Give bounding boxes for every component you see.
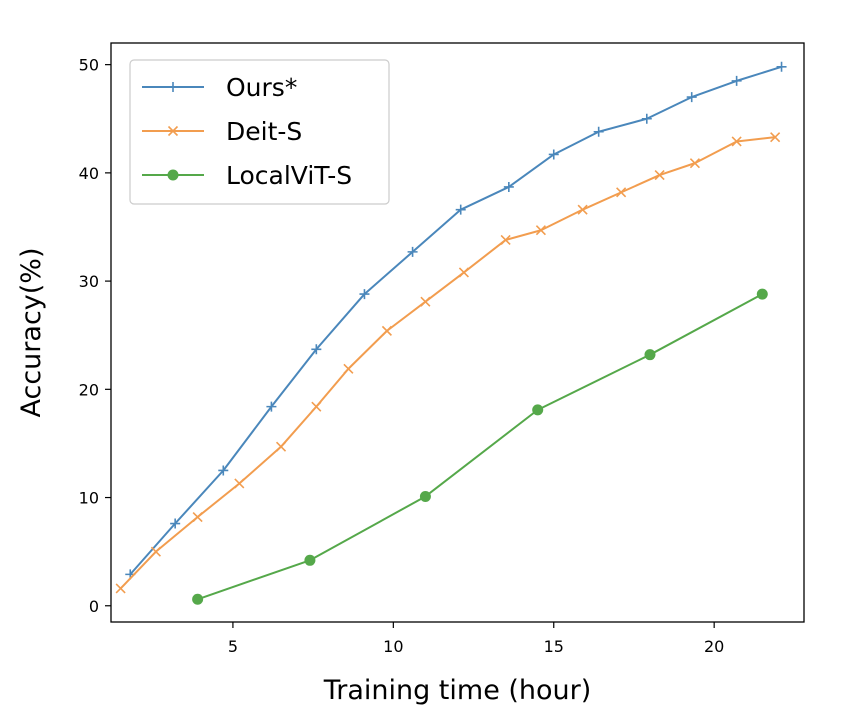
- data-point: [343, 363, 354, 374]
- y-tick-label: 0: [89, 597, 99, 616]
- data-point: [644, 349, 656, 361]
- y-tick-label: 50: [79, 56, 99, 75]
- data-point: [115, 583, 126, 594]
- y-axis: 0 10 20 30 40 50: [79, 56, 111, 616]
- data-point: [455, 204, 466, 215]
- data-point: [686, 92, 697, 103]
- data-point: [654, 169, 665, 181]
- data-point: [756, 288, 768, 300]
- series-line: [197, 293, 763, 601]
- legend: Ours* Deit-S LocalViT-S: [129, 59, 390, 205]
- legend-marker: [167, 125, 179, 137]
- series-1: [115, 132, 781, 594]
- legend-entry: Ours*: [142, 73, 297, 102]
- data-point: [192, 511, 203, 523]
- series-0: [125, 61, 787, 580]
- plot-marks: [115, 61, 787, 605]
- data-point: [731, 75, 742, 86]
- data-point: [218, 465, 229, 476]
- data-point: [548, 149, 559, 160]
- data-point: [150, 546, 161, 557]
- legend-marker: [167, 169, 179, 181]
- data-point: [731, 136, 742, 147]
- data-point: [776, 61, 787, 72]
- data-point: [577, 204, 588, 215]
- data-point: [535, 225, 546, 236]
- series-2: [192, 288, 768, 605]
- x-axis-label: Training time (hour): [323, 675, 592, 706]
- legend-entry: LocalViT-S: [142, 161, 352, 190]
- legend-box: [129, 59, 390, 205]
- legend-marker: [168, 82, 178, 92]
- data-point: [359, 289, 370, 300]
- x-tick-label: 5: [228, 637, 238, 656]
- x-tick-label: 15: [544, 637, 564, 656]
- y-axis-label: Accuracy(%): [16, 248, 47, 418]
- legend-label: Deit-S: [226, 117, 302, 146]
- data-point: [275, 441, 287, 452]
- data-point: [532, 404, 544, 416]
- plot-frame: [110, 42, 805, 623]
- data-point: [407, 246, 418, 257]
- y-tick-label: 20: [79, 380, 99, 399]
- data-point: [381, 325, 392, 336]
- legend-label: LocalViT-S: [226, 161, 352, 190]
- y-tick-label: 40: [79, 164, 99, 183]
- data-point: [500, 234, 511, 246]
- series-line: [119, 136, 776, 590]
- y-tick-label: 10: [79, 489, 99, 508]
- data-point: [770, 132, 781, 143]
- data-point: [616, 187, 627, 198]
- y-tick-label: 30: [79, 272, 99, 291]
- data-point: [689, 158, 700, 169]
- legend-label: Ours*: [226, 73, 297, 102]
- data-point: [419, 490, 431, 502]
- x-tick-label: 10: [383, 637, 403, 656]
- data-point: [311, 344, 322, 355]
- data-point: [234, 478, 245, 489]
- data-point: [311, 401, 322, 412]
- data-point: [304, 554, 316, 566]
- data-point: [192, 593, 204, 605]
- legend-entry: Deit-S: [142, 117, 302, 146]
- data-point: [458, 267, 469, 278]
- x-tick-label: 20: [704, 637, 724, 656]
- data-point: [170, 518, 181, 529]
- data-point: [420, 296, 431, 307]
- data-point: [503, 181, 514, 192]
- data-point: [593, 126, 604, 137]
- data-point: [641, 113, 652, 124]
- x-axis: 5 10 15 20: [228, 622, 724, 656]
- data-point: [266, 401, 277, 412]
